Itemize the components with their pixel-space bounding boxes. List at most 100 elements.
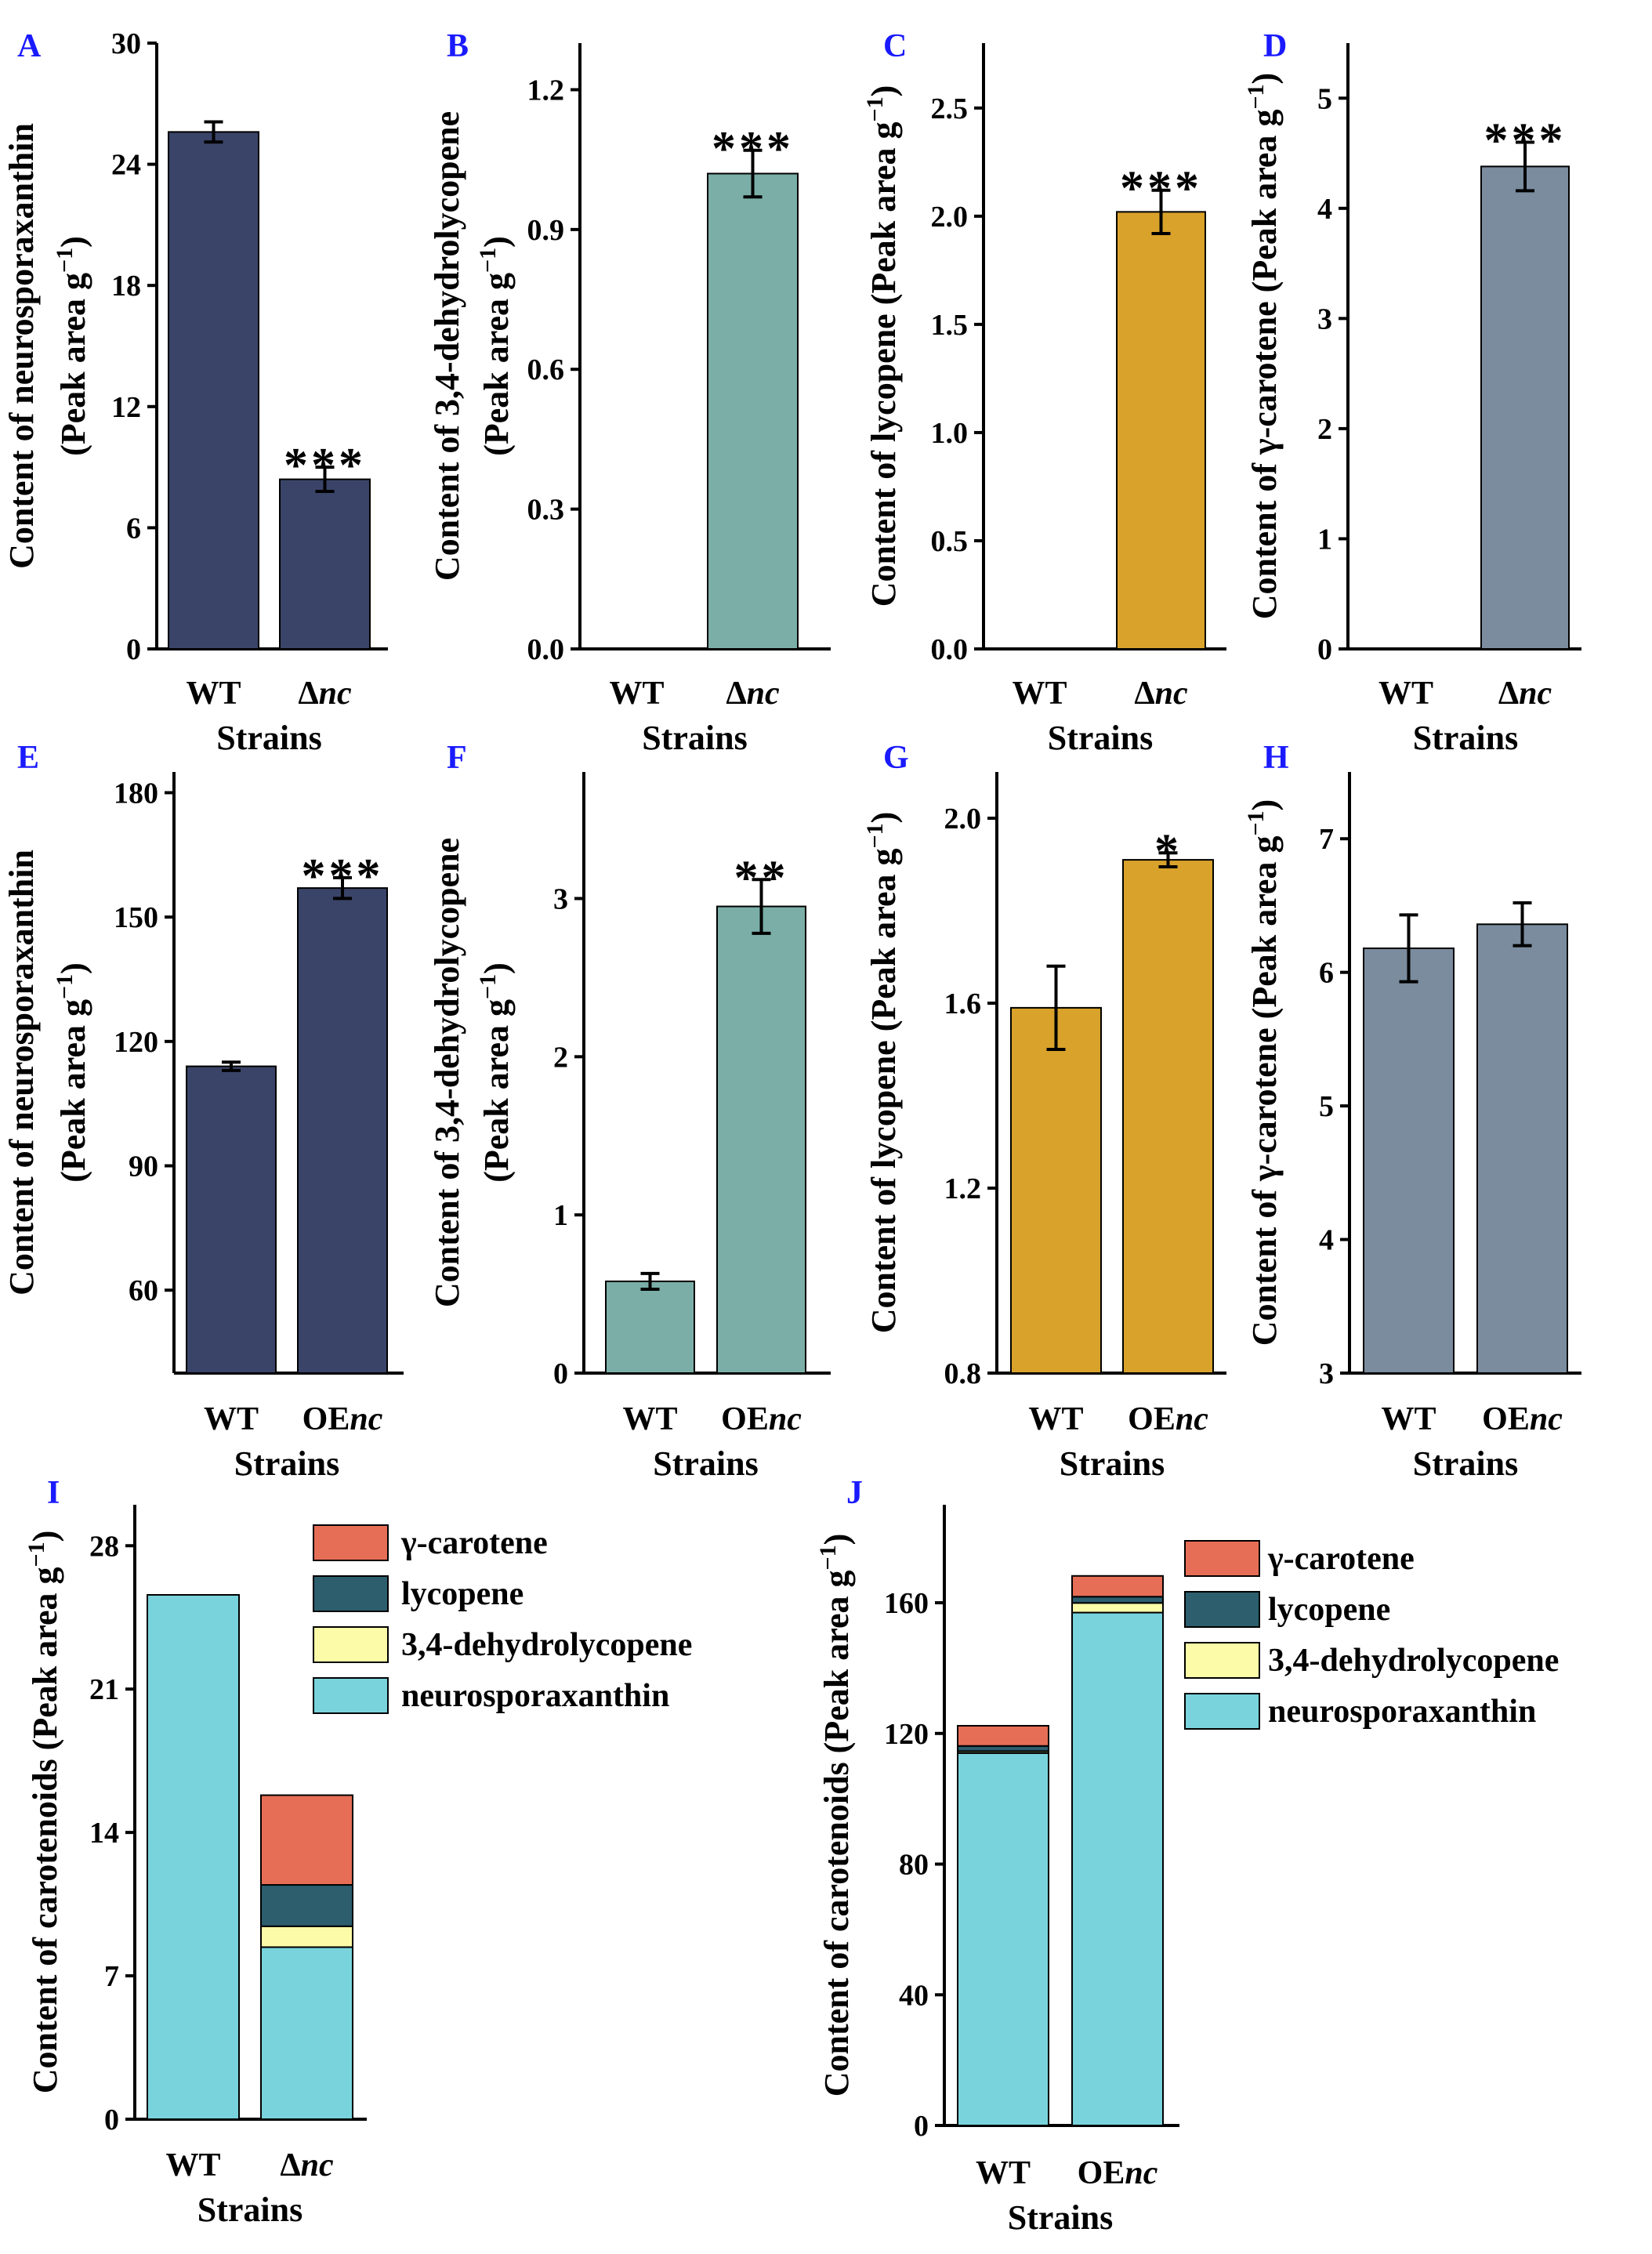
y-tick-label: 1 xyxy=(1317,523,1332,556)
category-label: OEnc xyxy=(721,1401,802,1437)
legend-swatch xyxy=(313,1524,389,1561)
y-tick-label: 2.0 xyxy=(944,803,982,835)
y-tick-label: 160 xyxy=(884,1587,929,1620)
y-tick-label: 0.0 xyxy=(527,633,565,666)
y-tick-label: 1.2 xyxy=(944,1172,982,1205)
x-axis-title: Strains xyxy=(1413,1444,1518,1483)
category-label: WT xyxy=(622,1401,677,1437)
y-tick-label: 1.5 xyxy=(931,309,969,342)
stack-segment-1-1 xyxy=(260,1925,353,1948)
y-tick-label: 30 xyxy=(111,27,141,60)
y-axis-title: Content of 3,4-dehydrolycopene xyxy=(428,838,466,1307)
stack-segment-0-3 xyxy=(957,1724,1049,1747)
stack-segment-1-3 xyxy=(1071,1575,1164,1598)
y-axis-title-unit: (Peak area g−1) xyxy=(52,962,92,1183)
y-tick-label: 0 xyxy=(104,2104,119,2136)
y-tick-label: 2 xyxy=(553,1041,568,1074)
panel-b: B 0.0 0.3 0.6 0.9 1.2 *** WT Δnc Strains Content o… xyxy=(428,28,831,757)
y-tick-label: 1.6 xyxy=(944,987,982,1020)
panel-f: F 0 1 2 3 ** WT OEnc Strains Content of 3,4-dehyd… xyxy=(428,740,831,1483)
stack-segment-0-0 xyxy=(147,1593,240,2120)
y-tick-label: 60 xyxy=(129,1274,158,1307)
legend-label: neurosporaxanthin xyxy=(1268,1694,1536,1730)
y-tick-label: 1.0 xyxy=(931,417,969,450)
bar-0 xyxy=(605,1280,695,1374)
y-tick-label: 14 xyxy=(89,1817,119,1850)
significance-mark: ** xyxy=(734,851,789,904)
y-tick-label: 2.5 xyxy=(931,92,969,125)
y-axis-title: Content of carotenoids (Peak area g−1) xyxy=(24,1531,64,2094)
panel-c: C 0.0 0.5 1.0 1.5 2.0 2.5 *** WT Δnc Strains Conten… xyxy=(862,28,1226,757)
y-axis-title: Content of neurosporaxanthin xyxy=(2,850,41,1296)
bar-0 xyxy=(186,1065,277,1375)
y-tick-label: 0 xyxy=(914,2110,929,2143)
panel-letter: G xyxy=(883,740,909,776)
x-axis-title: Strains xyxy=(642,719,747,757)
panel-letter: A xyxy=(17,28,42,64)
panel-letter: I xyxy=(47,1475,60,1511)
y-tick-label: 1 xyxy=(553,1199,568,1232)
y-tick-label: 40 xyxy=(899,1979,929,2012)
category-label: WT xyxy=(165,2147,220,2183)
y-tick-label: 120 xyxy=(114,1026,158,1059)
bar-1 xyxy=(707,172,799,650)
panel-letter: B xyxy=(447,28,469,64)
category-label: WT xyxy=(1378,676,1433,712)
y-axis-title-unit: (Peak area g−1) xyxy=(52,236,92,456)
panel-e: E 60 90 120 150 180 *** WT OEnc Strains Content of… xyxy=(2,740,404,1483)
bar-1 xyxy=(297,887,388,1374)
legend-swatch xyxy=(1184,1591,1260,1628)
bar-1 xyxy=(1480,165,1570,650)
category-label: WT xyxy=(186,676,241,712)
y-axis-title: Content of neurosporaxanthin xyxy=(2,123,41,569)
legend: γ-carotene lycopene 3,4-dehydrolycopene neu… xyxy=(1184,1540,1559,1730)
panel-letter: F xyxy=(447,740,467,776)
y-tick-label: 21 xyxy=(89,1673,119,1706)
y-tick-label: 3 xyxy=(1319,1357,1334,1390)
legend-label: γ-carotene xyxy=(400,1525,548,1561)
legend: γ-carotene lycopene 3,4-dehydrolycopene neu… xyxy=(313,1524,692,1714)
category-label: OEnc xyxy=(1482,1401,1563,1437)
y-tick-label: 28 xyxy=(89,1530,119,1563)
category-label: Δnc xyxy=(1498,676,1552,712)
bar-1 xyxy=(716,905,806,1374)
significance-mark: *** xyxy=(284,439,366,492)
legend-label: 3,4-dehydrolycopene xyxy=(1268,1643,1559,1679)
x-axis-title: Strains xyxy=(197,2191,303,2229)
y-axis-title-unit: (Peak area g−1) xyxy=(475,236,516,456)
stack-segment-1-1 xyxy=(1071,1602,1164,1614)
y-tick-label: 80 xyxy=(899,1849,929,1882)
y-axis-title: Content of γ-carotene (Peak area g−1) xyxy=(1243,799,1284,1346)
y-tick-label: 120 xyxy=(884,1718,929,1751)
y-tick-label: 4 xyxy=(1317,193,1332,226)
y-axis-title: Content of carotenoids (Peak area g−1) xyxy=(815,1534,856,2097)
y-axis-title: Content of 3,4-dehydrolycopene xyxy=(428,111,466,581)
x-axis-title: Strains xyxy=(1048,719,1153,757)
bar-1 xyxy=(1476,923,1568,1374)
stack-segment-1-0 xyxy=(260,1946,353,2120)
panel-letter: J xyxy=(846,1475,863,1511)
category-label: Δnc xyxy=(298,676,352,712)
legend-swatch xyxy=(313,1626,389,1663)
y-axis-title-unit: (Peak area g−1) xyxy=(475,962,516,1183)
y-axis-title: Content of lycopene (Peak area g−1) xyxy=(862,85,903,607)
legend-swatch xyxy=(313,1677,389,1714)
y-tick-label: 12 xyxy=(111,391,141,424)
y-tick-label: 90 xyxy=(129,1151,158,1183)
y-axis-title: Content of lycopene (Peak area g−1) xyxy=(862,812,903,1334)
y-tick-label: 2.0 xyxy=(931,201,969,234)
category-label: Δnc xyxy=(1134,676,1188,712)
stack-segment-0-0 xyxy=(957,1752,1049,2127)
category-label: OEnc xyxy=(303,1401,383,1437)
category-label: OEnc xyxy=(1078,2155,1158,2191)
category-label: WT xyxy=(1028,1401,1083,1437)
legend-swatch xyxy=(1184,1693,1260,1730)
y-tick-label: 0.8 xyxy=(944,1357,982,1390)
panel-g: G 0.8 1.2 1.6 2.0 * WT OEnc Strains Content of ly… xyxy=(862,740,1226,1483)
significance-mark: *** xyxy=(1120,162,1202,216)
y-tick-label: 150 xyxy=(114,901,158,934)
x-axis-title: Strains xyxy=(234,1444,339,1483)
category-label: WT xyxy=(1381,1401,1436,1437)
bar-1 xyxy=(1122,859,1214,1374)
category-label: Δnc xyxy=(280,2147,334,2183)
